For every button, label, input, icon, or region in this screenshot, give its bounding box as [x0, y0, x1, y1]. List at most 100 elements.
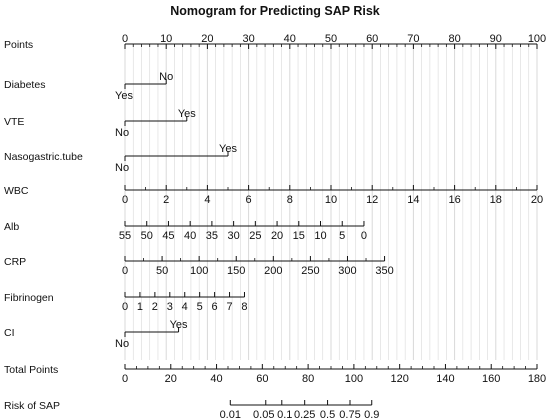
- tick-label: 40: [284, 33, 296, 45]
- tick-label: 100: [190, 265, 208, 277]
- level-label: Yes: [219, 143, 237, 155]
- row-label: CRP: [4, 256, 26, 268]
- tick-label: 35: [206, 230, 218, 242]
- nomogram-rows: Points 0 10 20 30 40 50 60 70 80 90 100DiabetesYesN…: [4, 33, 546, 420]
- tick-label: 20: [165, 373, 177, 385]
- tick-label: 80: [448, 33, 460, 45]
- row-label: CI: [4, 327, 15, 339]
- tick-label: 80: [302, 373, 314, 385]
- tick-label: 10: [325, 194, 337, 206]
- tick-label: 8: [241, 301, 247, 313]
- row-fibrinogen: Fibrinogen 0 1 2 3 4 5 6 7 8: [4, 292, 248, 313]
- tick-label: 20: [531, 194, 543, 206]
- tick-label: 8: [287, 194, 293, 206]
- tick-label: 10: [314, 230, 326, 242]
- row-label: Alb: [4, 221, 19, 233]
- row-vte: VTE No Yes: [4, 108, 196, 139]
- tick-label: 350: [375, 265, 393, 277]
- tick-label: 0: [122, 301, 128, 313]
- tick-label: 50: [325, 33, 337, 45]
- row-label: Total Points: [4, 364, 58, 376]
- tick-label: 0.75: [339, 409, 360, 420]
- tick-label: 50: [141, 230, 153, 242]
- level-label: No: [115, 127, 129, 139]
- tick-label: 20: [201, 33, 213, 45]
- row-risk: Risk of SAP 0.01 0.05 0.1 0.25 0.5 0.75 0.9: [4, 400, 379, 420]
- level-label: No: [115, 338, 129, 350]
- tick-label: 6: [246, 194, 252, 206]
- level-label: Yes: [178, 108, 196, 120]
- row-diabetes: Diabetes Yes No: [4, 71, 173, 102]
- tick-label: 12: [366, 194, 378, 206]
- row-label: Points: [4, 39, 33, 51]
- row-label: Diabetes: [4, 79, 45, 91]
- tick-label: 0: [122, 194, 128, 206]
- tick-label: 20: [271, 230, 283, 242]
- tick-label: 6: [212, 301, 218, 313]
- chart-title: Nomogram for Predicting SAP Risk: [170, 4, 380, 18]
- row-label: Nasogastric.tube: [4, 151, 83, 163]
- tick-label: 2: [152, 301, 158, 313]
- tick-label: 16: [448, 194, 460, 206]
- tick-label: 50: [156, 265, 168, 277]
- tick-label: 15: [293, 230, 305, 242]
- tick-label: 70: [407, 33, 419, 45]
- tick-label: 60: [366, 33, 378, 45]
- tick-label: 0.25: [294, 409, 315, 420]
- row-total: Total Points 0 20 40 60 80 100 120 140 160 180: [4, 364, 546, 385]
- tick-label: 4: [204, 194, 210, 206]
- tick-label: 25: [249, 230, 261, 242]
- tick-label: 5: [197, 301, 203, 313]
- tick-label: 0.05: [253, 409, 274, 420]
- tick-label: 0.1: [277, 409, 292, 420]
- tick-label: 100: [528, 33, 546, 45]
- tick-label: 0.01: [220, 409, 241, 420]
- tick-label: 0: [122, 265, 128, 277]
- tick-label: 4: [182, 301, 188, 313]
- row-wbc: WBC 0 2 4 6 8 10 12 14 16 18 20: [4, 185, 543, 206]
- tick-label: 60: [256, 373, 268, 385]
- row-ci: CI No Yes: [4, 319, 188, 350]
- tick-label: 55: [119, 230, 131, 242]
- tick-label: 200: [264, 265, 282, 277]
- level-label: No: [159, 71, 173, 83]
- tick-label: 100: [345, 373, 363, 385]
- level-label: No: [115, 162, 129, 174]
- row-nasogastric: Nasogastric.tube No Yes: [4, 143, 237, 174]
- tick-label: 30: [242, 33, 254, 45]
- tick-label: 5: [339, 230, 345, 242]
- tick-label: 7: [226, 301, 232, 313]
- tick-label: 18: [490, 194, 502, 206]
- tick-label: 140: [436, 373, 454, 385]
- row-label: Risk of SAP: [4, 400, 60, 412]
- tick-label: 40: [210, 373, 222, 385]
- tick-label: 160: [482, 373, 500, 385]
- tick-label: 300: [338, 265, 356, 277]
- level-label: Yes: [115, 90, 133, 102]
- tick-label: 0.9: [364, 409, 379, 420]
- tick-label: 0: [361, 230, 367, 242]
- row-label: Fibrinogen: [4, 292, 54, 304]
- tick-label: 40: [184, 230, 196, 242]
- tick-label: 1: [137, 301, 143, 313]
- tick-label: 30: [227, 230, 239, 242]
- tick-label: 250: [301, 265, 319, 277]
- tick-label: 0.5: [320, 409, 335, 420]
- level-label: Yes: [170, 319, 188, 331]
- tick-label: 14: [407, 194, 419, 206]
- tick-label: 45: [162, 230, 174, 242]
- tick-label: 3: [167, 301, 173, 313]
- gridlines: [124, 45, 538, 360]
- row-crp: CRP 0 50 100 150 200 250 300 350: [4, 256, 394, 277]
- tick-label: 0: [122, 373, 128, 385]
- tick-label: 0: [122, 33, 128, 45]
- row-label: VTE: [4, 116, 24, 128]
- tick-label: 90: [490, 33, 502, 45]
- tick-label: 150: [227, 265, 245, 277]
- tick-label: 120: [390, 373, 408, 385]
- tick-label: 180: [528, 373, 546, 385]
- row-label: WBC: [4, 185, 29, 197]
- row-points: Points 0 10 20 30 40 50 60 70 80 90 100: [4, 33, 546, 51]
